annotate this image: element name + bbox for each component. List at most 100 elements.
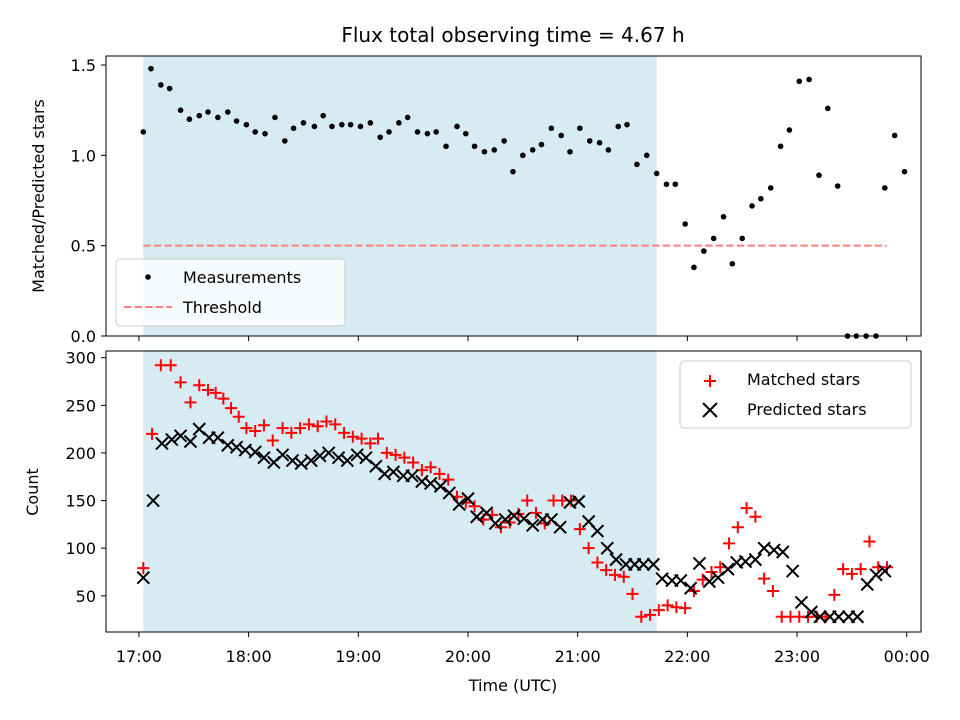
bottom-y-tick-label: 50 [76, 587, 96, 606]
measurement-point [653, 170, 660, 177]
measurement-point [177, 107, 184, 113]
measurement-point [615, 123, 622, 130]
measurement-point [672, 181, 679, 188]
predicted-star-point [313, 449, 327, 463]
measurement-point [140, 129, 147, 135]
matched-star-point [329, 418, 342, 431]
top-y-label: Matched/Predicted stars [29, 99, 48, 293]
measurement-point [901, 168, 908, 175]
measurement-point [347, 121, 354, 128]
matched-star-point [433, 467, 446, 480]
matched-star-point [240, 422, 253, 435]
measurement-point [481, 148, 488, 155]
predicted-star-point [572, 494, 586, 509]
measurement-point [290, 125, 297, 132]
x-tick-label: 18:00 [226, 647, 272, 666]
predicted-star-point [498, 512, 512, 527]
bottom-x-axis: 17:00 18:00 19:00 20:00 21:00 22:00 23:00 00:00 [116, 632, 930, 666]
matched-star-point [372, 432, 385, 445]
measurement-point [777, 143, 784, 150]
measurement-point [339, 121, 345, 128]
predicted-star-point [832, 610, 846, 624]
predicted-star-point [442, 486, 457, 500]
matched-star-point [257, 419, 270, 432]
measurement-point [377, 134, 384, 141]
matched-star-point [705, 565, 718, 578]
predicted-star-point [433, 479, 448, 493]
predicted-star-point [257, 450, 271, 465]
measurement-point [834, 183, 841, 189]
x-tick-label: 22:00 [664, 647, 710, 666]
bottom-y-tick-label: 300 [65, 349, 96, 368]
matched-star-point [521, 494, 534, 507]
matched-star-point [740, 502, 753, 515]
predicted-star-point [165, 432, 179, 447]
predicted-star-point [136, 570, 151, 585]
matched-star-point [184, 396, 197, 409]
matched-star-point [644, 608, 657, 621]
measurement-point [491, 147, 498, 153]
predicted-star-point [275, 448, 290, 462]
measurement-point [424, 130, 431, 137]
matched-star-point [573, 523, 586, 536]
measurements-series [140, 65, 908, 339]
measurement-point [691, 264, 697, 271]
bottom-y-tick-label: 150 [65, 492, 96, 511]
predicted-star-point [211, 430, 225, 445]
top-y-tick-label: 0.0 [71, 327, 96, 346]
matched-star-point [320, 415, 333, 428]
predicted-star-point [878, 564, 892, 578]
matched-star-point [723, 537, 736, 550]
predicted-star-point [155, 436, 169, 451]
matched-star-point [880, 561, 893, 574]
measurement-point [262, 130, 268, 137]
matched-star-point [591, 556, 604, 569]
predicted-star-point [248, 445, 262, 459]
predicted-star-point [304, 453, 318, 468]
matched-star-point [442, 473, 455, 486]
predicted-star-point [869, 568, 883, 582]
legend-measurements-label: Measurements [183, 268, 301, 287]
measurement-point [311, 123, 318, 130]
predicted-star-point [692, 556, 707, 571]
measurement-point [252, 129, 258, 135]
measurement-point [186, 116, 193, 123]
predicted-star-point [470, 510, 484, 524]
predicted-star-point [423, 476, 438, 491]
predicted-star-point [636, 557, 651, 572]
matched-star-point [845, 567, 858, 580]
matched-star-point [232, 410, 245, 423]
measurement-point [596, 139, 603, 146]
legend-threshold-label: Threshold [182, 298, 262, 317]
measurement-point [786, 127, 793, 133]
measurement-point [567, 148, 573, 155]
predicted-star-point [525, 518, 540, 533]
matched-star-point [854, 563, 867, 576]
matched-star-point [164, 359, 177, 372]
predicted-star-point [321, 446, 336, 460]
measurement-point [643, 152, 650, 159]
measurement-point [320, 112, 326, 119]
predicted-star-point [350, 448, 364, 462]
legend-measurements-marker [145, 274, 151, 280]
measurement-point [224, 109, 231, 115]
matched-star-point [617, 570, 630, 583]
measurement-point [758, 195, 764, 202]
measurement-point [663, 181, 670, 188]
legend-matched-label: Matched stars [747, 370, 860, 389]
predicted-star-point [609, 552, 623, 567]
matched-star-point [217, 392, 230, 405]
matched-star-point [582, 542, 595, 555]
matched-star-point [828, 588, 841, 601]
predicted-star-point [813, 610, 827, 624]
matched-star-point [407, 456, 420, 469]
predicted-star-point [405, 469, 419, 483]
predicted-star-point [517, 511, 531, 526]
measurement-point [796, 78, 803, 85]
matched-star-point [285, 426, 298, 439]
predicted-star-point [702, 574, 717, 589]
measurement-point [386, 129, 392, 135]
bottom-panel: 50 100 150 200 250 300 17:00 18:00 19:00 20:00 21… [23, 349, 930, 695]
matched-star-point [837, 563, 850, 576]
